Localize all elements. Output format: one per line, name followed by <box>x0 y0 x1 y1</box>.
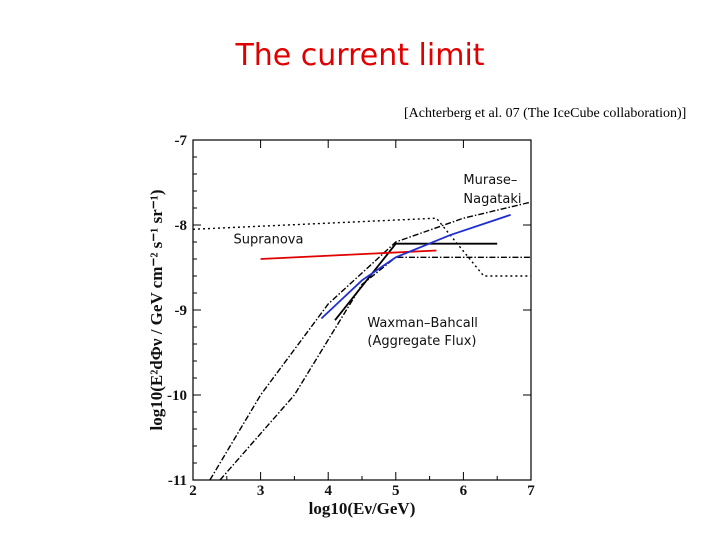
x-tick-label: 7 <box>527 483 535 499</box>
annotation-label: Murase– <box>463 173 517 188</box>
series-line-2 <box>219 256 531 481</box>
x-tick-label: 6 <box>460 483 468 499</box>
annotation-layer: Murase– Nagataki Supranova Waxman–Bahcall (A… <box>234 173 522 349</box>
y-tick-label: -10 <box>167 388 187 404</box>
annotation-label: (Aggregate Flux) <box>367 334 476 349</box>
citation: [Achterberg et al. 07 (The IceCube colla… <box>404 106 687 121</box>
y-tick-label: -11 <box>168 473 187 489</box>
y-tick-labels: -11 -10 -9 -8 -7 <box>167 133 187 489</box>
x-tick-label: 5 <box>392 483 400 499</box>
y-axis-title: log10(E²dΦν / GeV cm⁻² s⁻¹ sr⁻¹) <box>147 189 166 430</box>
x-tick-label: 4 <box>324 483 332 499</box>
x-tick-label: 2 <box>189 483 197 499</box>
series-line-5 <box>320 213 511 320</box>
x-axis-title: log10(Eν/GeV) <box>309 499 416 518</box>
annotation-label: Waxman–Bahcall <box>367 316 478 331</box>
slide-title: The current limit <box>235 38 485 73</box>
series-layer <box>192 201 532 481</box>
axis-ticks <box>192 139 532 481</box>
annotation-label: Nagataki <box>463 192 521 207</box>
series-line-0 <box>192 217 531 277</box>
y-tick-label: -7 <box>175 133 188 149</box>
x-tick-labels: 2 3 4 5 6 7 <box>189 483 535 499</box>
y-tick-label: -9 <box>175 303 188 319</box>
annotation-label: Supranova <box>234 233 304 248</box>
y-tick-label: -8 <box>175 218 188 234</box>
x-tick-label: 3 <box>257 483 265 499</box>
series-line-1 <box>209 201 532 481</box>
series-line-3 <box>334 242 498 321</box>
